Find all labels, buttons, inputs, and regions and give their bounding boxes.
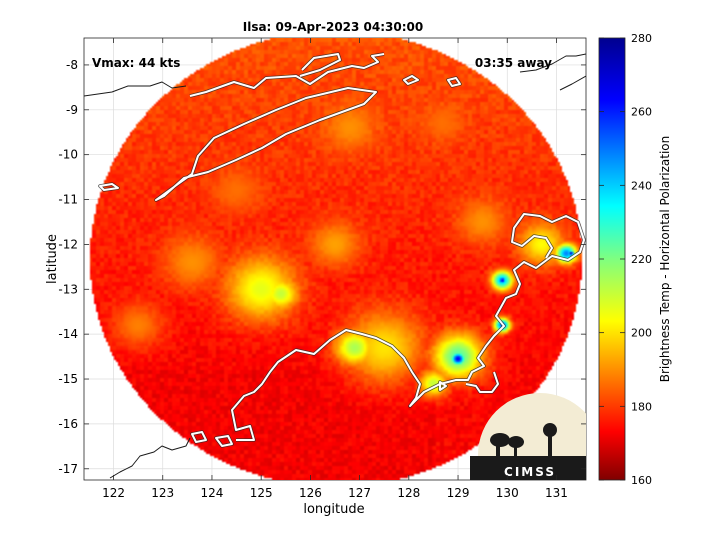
- x-tick-label: 123: [151, 486, 174, 500]
- x-tick-label: 130: [496, 486, 519, 500]
- x-tick-label: 127: [348, 486, 371, 500]
- colorbar-tick-label: 260: [631, 106, 652, 119]
- x-tick-label: 122: [102, 486, 125, 500]
- x-tick-label: 131: [545, 486, 568, 500]
- time-offset-label: 03:35 away: [475, 56, 552, 70]
- colorbar-tick-label: 220: [631, 253, 652, 266]
- coastline-islets: [403, 75, 461, 87]
- y-tick-label: -16: [58, 417, 78, 431]
- y-tick-label: -14: [58, 327, 78, 341]
- colorbar-tick-label: 180: [631, 400, 652, 413]
- y-tick-label: -17: [58, 462, 78, 476]
- coastline-outside-nw: [84, 81, 187, 97]
- x-axis: 122 123 124 125 126 127 128 129 130 131: [102, 38, 568, 500]
- colorbar-tick-label: 160: [631, 474, 652, 487]
- y-axis: -8 -9 -10 -11 -12 -13 -14 -15 -16 -17: [58, 58, 586, 476]
- x-tick-label: 126: [299, 486, 322, 500]
- coastline-joseph-bonaparte: [439, 371, 499, 393]
- vmax-label: Vmax: 44 kts: [92, 56, 180, 70]
- y-tick-label: -10: [58, 148, 78, 162]
- coastline-flores: [189, 53, 385, 97]
- colorbar: 280 260 240 220 200 180 160 Brightness Temp - …: [598, 32, 672, 487]
- coastline-timor: [155, 87, 377, 201]
- cimss-logo: CIMSS: [470, 393, 586, 480]
- x-tick-label: 128: [397, 486, 420, 500]
- x-tick-label: 125: [250, 486, 273, 500]
- x-axis-label: longitude: [303, 502, 364, 517]
- y-tick-label: -12: [58, 237, 78, 251]
- logo-dish-right: [508, 436, 524, 448]
- colorbar-tick-label: 280: [631, 32, 652, 45]
- x-tick-label: 124: [201, 486, 224, 500]
- y-tick-label: -9: [66, 103, 78, 117]
- chart-title: Ilsa: 09-Apr-2023 04:30:00: [243, 20, 424, 34]
- logo-water-tower: [543, 423, 557, 437]
- colorbar-label: Brightness Temp - Horizontal Polarizatio…: [658, 136, 672, 383]
- colorbar-tick-label: 200: [631, 327, 652, 340]
- y-tick-label: -11: [58, 193, 78, 207]
- y-axis-label: latitude: [45, 234, 60, 284]
- y-tick-label: -15: [58, 372, 78, 386]
- coastline-outside-ne: [519, 53, 586, 91]
- coastline-australia: [231, 213, 585, 441]
- y-tick-label: -13: [58, 282, 78, 296]
- x-tick-label: 129: [447, 486, 470, 500]
- coastlines: [84, 52, 586, 479]
- colorbar-ticks: 280 260 240 220 200 180 160: [599, 32, 652, 487]
- svg-text:CIMSS: CIMSS: [504, 465, 556, 479]
- coastline-rote: [99, 183, 119, 191]
- colorbar-tick-label: 240: [631, 179, 652, 192]
- coastline-outside-sw: [109, 437, 191, 479]
- coastline-kimberley-isles: [191, 431, 233, 447]
- logo-dish-left: [490, 433, 510, 447]
- y-tick-label: -8: [66, 58, 78, 72]
